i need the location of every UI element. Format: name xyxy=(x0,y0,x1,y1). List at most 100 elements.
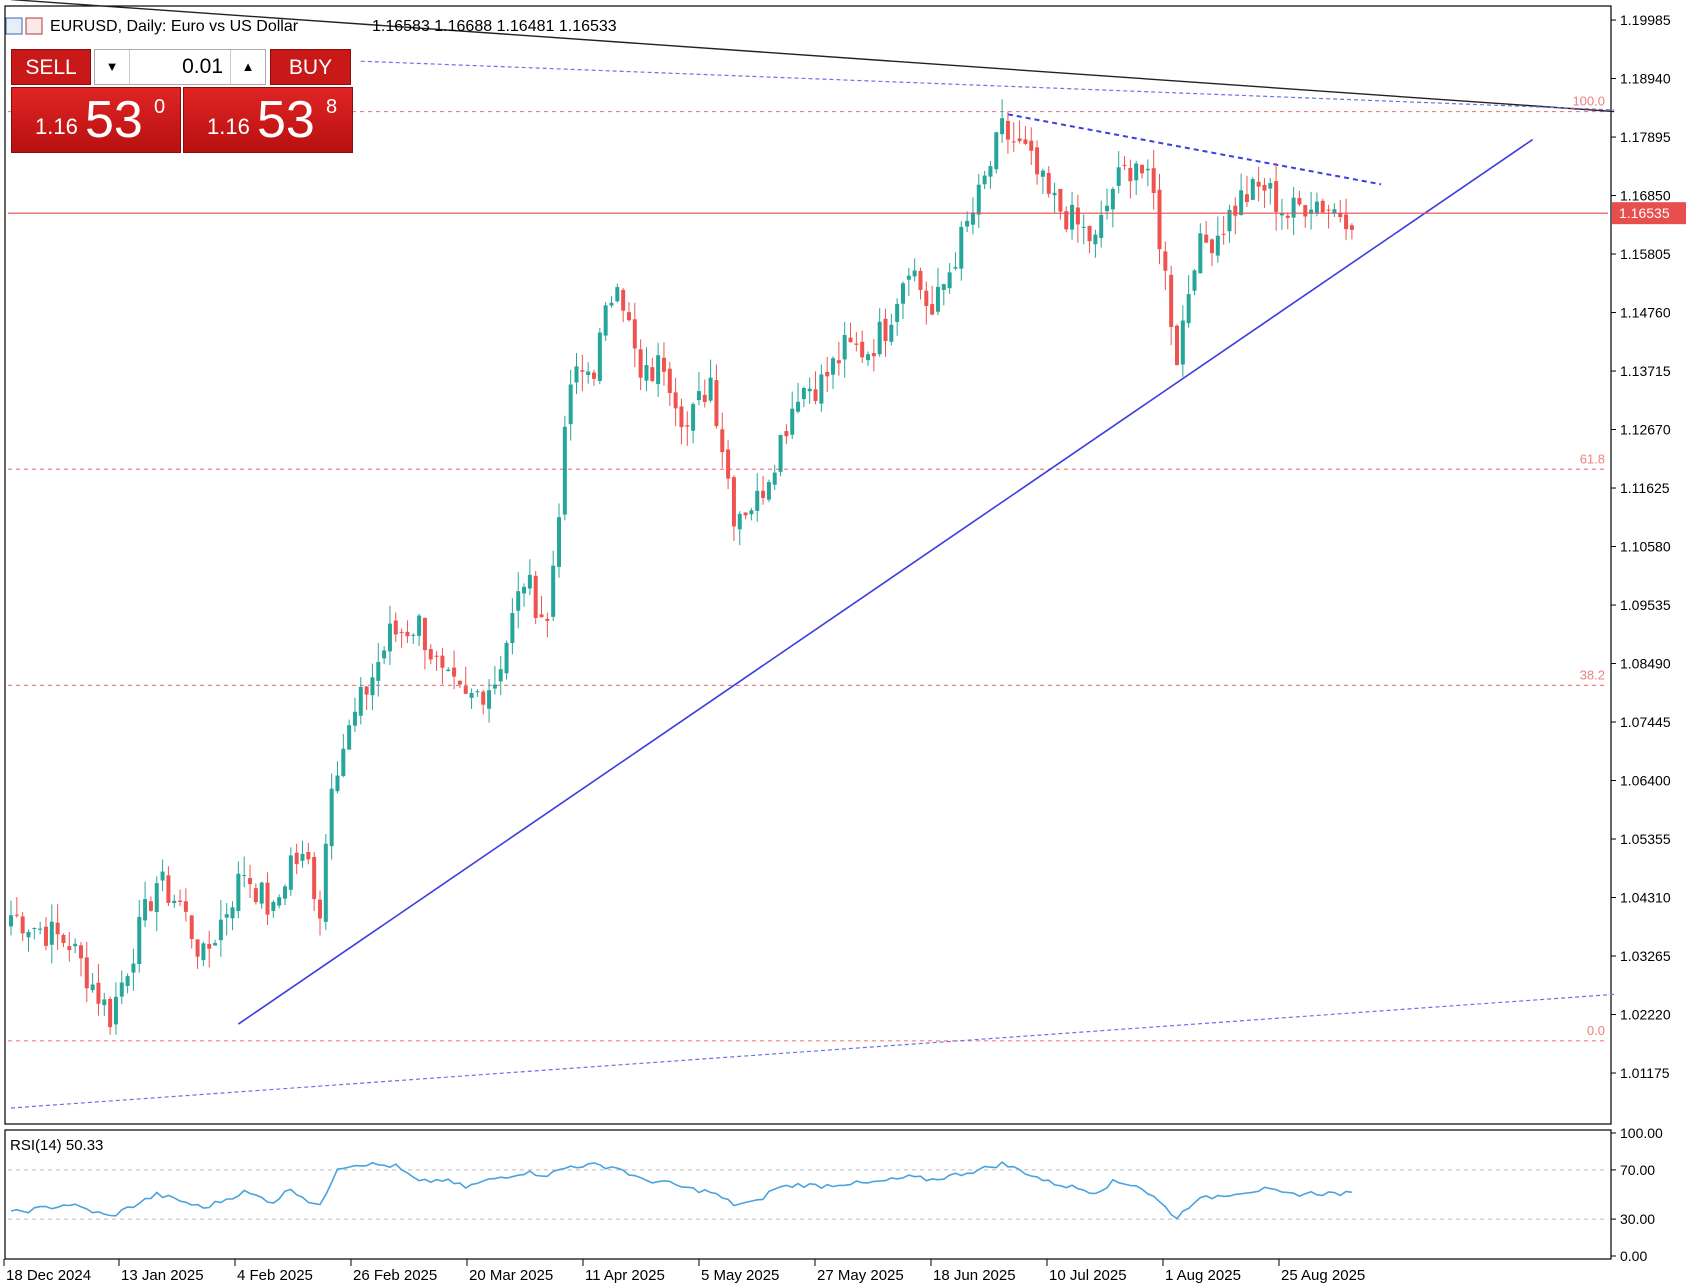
candle-body xyxy=(510,613,515,643)
time-tick-label: 20 Mar 2025 xyxy=(469,1267,553,1284)
candle-body xyxy=(38,928,43,930)
chart-window-icon[interactable] xyxy=(5,17,23,35)
candle-body xyxy=(766,482,771,500)
buy-price-button[interactable]: 1.16 53 8 xyxy=(183,87,353,153)
price-tick-label: 1.12670 xyxy=(1620,422,1671,438)
lot-increase-icon[interactable]: ▲ xyxy=(230,50,265,84)
buy-price-prefix: 1.16 xyxy=(207,114,250,139)
lot-size-input[interactable]: ▼ 0.01 ▲ xyxy=(94,49,266,85)
candle-body xyxy=(696,391,701,401)
candle-body xyxy=(1052,192,1057,196)
time-tick-label: 13 Jan 2025 xyxy=(121,1267,204,1284)
candle-body xyxy=(1169,274,1174,328)
lot-value[interactable]: 0.01 xyxy=(182,55,223,78)
candle-body xyxy=(1110,189,1115,210)
candle-body xyxy=(912,270,917,277)
candle-body xyxy=(154,883,159,913)
candle-body xyxy=(352,711,357,726)
candle-body xyxy=(1297,197,1302,205)
candle-body xyxy=(1000,118,1005,135)
candle-body xyxy=(1204,234,1209,243)
trendline-channel-top[interactable] xyxy=(10,0,1615,113)
candle-body xyxy=(1349,225,1354,230)
buy-price-fraction: 8 xyxy=(326,96,338,118)
candle-body xyxy=(131,963,136,973)
candle-body xyxy=(626,312,631,321)
candle-body xyxy=(924,290,929,307)
candle-body xyxy=(714,380,719,427)
candle-body xyxy=(1233,205,1238,216)
candle-body xyxy=(469,692,474,698)
time-tick-label: 25 Aug 2025 xyxy=(1281,1267,1365,1284)
candle-body xyxy=(545,618,550,621)
candle-body xyxy=(1040,170,1045,177)
fibonacci-levels: 100.0 61.8 38.2 0.0 xyxy=(8,94,1608,1042)
candle-body xyxy=(557,517,562,567)
candle-body xyxy=(323,843,328,922)
candle-body xyxy=(1285,215,1290,218)
time-tick-label: 4 Feb 2025 xyxy=(237,1267,313,1284)
candle-body xyxy=(1244,194,1249,203)
candle-body xyxy=(335,775,340,792)
candle-body xyxy=(825,371,830,377)
trendline-resistance[interactable] xyxy=(1007,113,1382,186)
candle-body xyxy=(160,871,165,881)
sell-button[interactable]: SELL xyxy=(11,49,91,85)
candle-body xyxy=(1005,120,1010,140)
candle-body xyxy=(994,132,999,170)
candle-body xyxy=(982,175,987,185)
candle-body xyxy=(1180,320,1185,365)
price-tick-label: 1.18940 xyxy=(1620,71,1671,87)
candle-body xyxy=(96,982,101,1004)
time-tick-label: 26 Feb 2025 xyxy=(353,1267,437,1284)
bars-icon[interactable] xyxy=(25,17,43,35)
candle-body xyxy=(1209,239,1214,254)
candle-body xyxy=(218,919,223,941)
candle-body xyxy=(1303,205,1308,217)
trendline-support[interactable] xyxy=(237,138,1534,1025)
candle-body xyxy=(288,855,293,890)
price-tick-label: 1.16850 xyxy=(1620,188,1671,204)
candle-body xyxy=(294,852,299,865)
candle-body xyxy=(1058,188,1063,212)
trendline-channel-top-dashed[interactable] xyxy=(360,60,1615,111)
candle-body xyxy=(248,878,253,885)
trendline-channel-bottom[interactable] xyxy=(10,993,1615,1109)
price-tick-label: 1.05355 xyxy=(1620,831,1671,847)
candle-body xyxy=(487,690,492,709)
current-price-label: 1.16535 xyxy=(1619,205,1670,221)
candle-body xyxy=(213,943,218,946)
fib-label: 0.0 xyxy=(1587,1023,1605,1038)
candle-body xyxy=(183,901,188,912)
candles xyxy=(9,99,1354,1035)
candle-body xyxy=(364,686,369,695)
candle-body xyxy=(1105,205,1110,212)
candle-body xyxy=(271,901,276,911)
candle-body xyxy=(667,368,672,394)
candle-body xyxy=(586,371,591,375)
time-tick-label: 10 Jul 2025 xyxy=(1049,1267,1127,1284)
sell-price-pips: 53 xyxy=(85,91,143,149)
buy-button[interactable]: BUY xyxy=(270,49,351,85)
candle-body xyxy=(1279,213,1284,216)
candle-body xyxy=(358,686,363,716)
candle-body xyxy=(492,684,497,689)
candle-body xyxy=(831,358,836,375)
candle-body xyxy=(452,667,457,677)
fib-label: 38.2 xyxy=(1580,667,1605,682)
sell-price-button[interactable]: 1.16 53 0 xyxy=(11,87,181,153)
candle-body xyxy=(1332,209,1337,213)
candle-body xyxy=(1157,189,1162,250)
candle-body xyxy=(947,272,952,289)
candle-body xyxy=(965,220,970,227)
candle-body xyxy=(592,372,596,379)
candle-body xyxy=(242,875,247,877)
candle-body xyxy=(1175,325,1179,366)
candle-body xyxy=(1314,201,1319,214)
candle-body xyxy=(457,680,462,685)
lot-decrease-icon[interactable]: ▼ xyxy=(95,50,130,84)
rsi-line xyxy=(10,1161,1353,1220)
candle-body xyxy=(877,321,882,355)
candle-body xyxy=(376,661,381,681)
trendlines[interactable] xyxy=(10,0,1615,1109)
